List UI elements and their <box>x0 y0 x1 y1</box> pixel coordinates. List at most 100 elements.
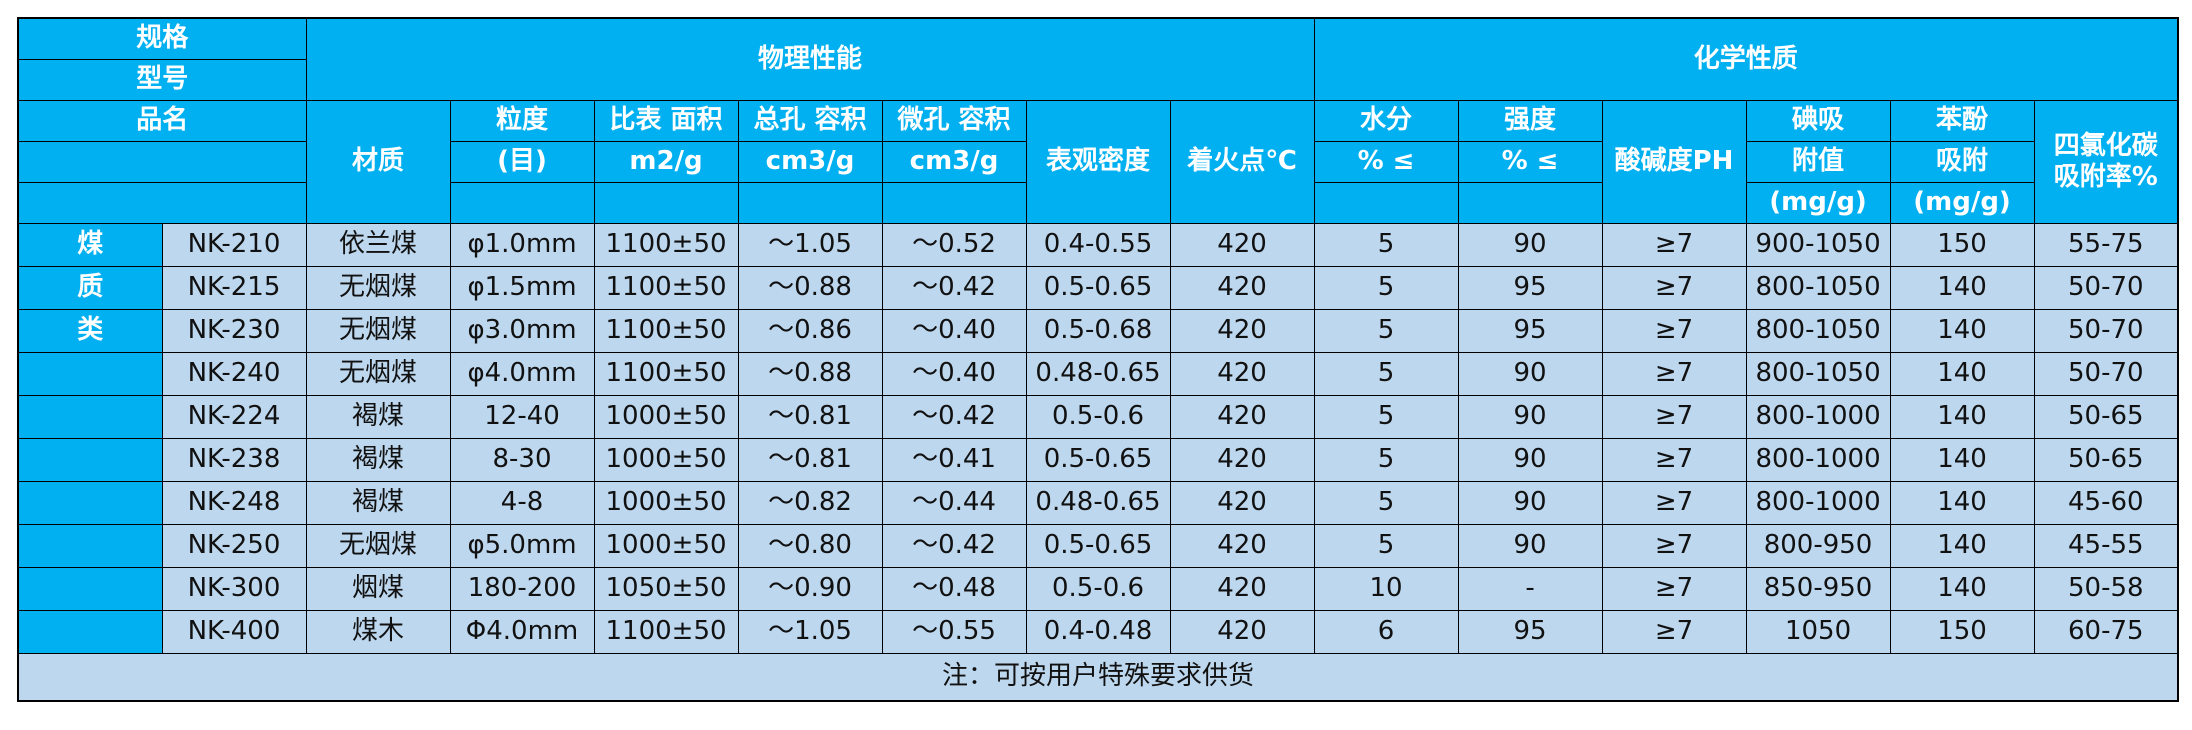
data-cell: 140 <box>1889 438 2035 482</box>
header-cell <box>17 182 307 224</box>
data-cell: 50-65 <box>2033 395 2179 439</box>
data-row: NK-224 褐煤 12-40 1000±50 ～0.81 ～0.42 0.5-0.6 420… <box>17 395 2179 439</box>
data-row: NK-250 无烟煤 φ5.0mm 1000±50 ～0.80 ～0.42 0.5-0.65… <box>17 524 2179 568</box>
header-cell: 比表 面积 <box>593 100 739 142</box>
header-cell: % ≤ <box>1313 141 1459 183</box>
data-cell: NK-215 <box>161 266 307 310</box>
header-row: 型号 <box>17 59 2178 101</box>
data-cell: 无烟煤 <box>305 352 451 396</box>
category-cell: 煤 <box>17 223 163 267</box>
data-cell: 无烟煤 <box>305 309 451 353</box>
data-cell: 90 <box>1457 438 1603 482</box>
data-cell: 90 <box>1457 395 1603 439</box>
data-cell: ～0.42 <box>881 395 1027 439</box>
data-cell: 8-30 <box>449 438 595 482</box>
data-cell: 6 <box>1313 610 1459 654</box>
data-cell: 1000±50 <box>593 524 739 568</box>
data-cell: 90 <box>1457 524 1603 568</box>
data-cell: ≥7 <box>1601 610 1747 654</box>
data-cell: 180-200 <box>449 567 595 611</box>
data-cell: φ3.0mm <box>449 309 595 353</box>
data-row: NK-238 褐煤 8-30 1000±50 ～0.81 ～0.41 0.5-0.65 420… <box>17 438 2179 482</box>
header-cell <box>17 141 307 183</box>
category-cell <box>17 567 163 611</box>
data-cell: ～0.81 <box>737 395 883 439</box>
data-row: NK-300 烟煤 180-200 1050±50 ～0.90 ～0.48 0.5-0.6 4… <box>17 567 2179 611</box>
data-cell: 5 <box>1313 352 1459 396</box>
data-cell: 95 <box>1457 309 1603 353</box>
data-cell: 1100±50 <box>593 352 739 396</box>
data-row: 煤 NK-210 依兰煤 φ1.0mm 1100±50 ～1.05 ～0.52 0.4-0.5… <box>17 223 2179 267</box>
data-cell: 900-1050 <box>1745 223 1891 267</box>
header-cell <box>1313 182 1459 224</box>
category-cell <box>17 610 163 654</box>
data-cell: φ1.5mm <box>449 266 595 310</box>
data-cell: 140 <box>1889 567 2035 611</box>
header-cell: 苯酚 <box>1889 100 2035 142</box>
data-cell: 55-75 <box>2033 223 2179 267</box>
data-row: NK-248 褐煤 4-8 1000±50 ～0.82 ～0.44 0.48-0.65 420… <box>17 481 2179 525</box>
header-cell: 强度 <box>1457 100 1603 142</box>
data-cell: 50-58 <box>2033 567 2179 611</box>
data-cell: 50-70 <box>2033 352 2179 396</box>
data-cell: φ4.0mm <box>449 352 595 396</box>
data-cell: 50-65 <box>2033 438 2179 482</box>
data-cell: 依兰煤 <box>305 223 451 267</box>
data-cell: NK-240 <box>161 352 307 396</box>
header-cell: (目) <box>449 141 595 183</box>
data-cell: 800-1050 <box>1745 266 1891 310</box>
header-cell: 着火点℃ <box>1169 100 1315 224</box>
data-cell: 140 <box>1889 352 2035 396</box>
footer-row: 注：可按用户特殊要求供货 <box>17 653 2179 702</box>
data-cell: 850-950 <box>1745 567 1891 611</box>
data-cell: ～0.41 <box>881 438 1027 482</box>
data-cell: Φ4.0mm <box>449 610 595 654</box>
data-cell: 420 <box>1169 223 1315 267</box>
data-cell: 0.48-0.65 <box>1025 352 1171 396</box>
table-body: 规格 物理性能 化学性质 型号 品名 材质 粒度 比表 面积 总孔 容积 微孔 … <box>17 17 2179 702</box>
data-cell: 95 <box>1457 610 1603 654</box>
data-cell: ～0.88 <box>737 266 883 310</box>
data-cell: 12-40 <box>449 395 595 439</box>
category-cell <box>17 438 163 482</box>
data-cell: φ5.0mm <box>449 524 595 568</box>
data-cell: 800-1000 <box>1745 481 1891 525</box>
data-cell: 1000±50 <box>593 395 739 439</box>
data-cell: 420 <box>1169 352 1315 396</box>
header-row: 品名 材质 粒度 比表 面积 总孔 容积 微孔 容积 表观密度 着火点℃ 水分 … <box>17 100 2179 224</box>
data-cell: 0.4-0.55 <box>1025 223 1171 267</box>
data-cell: 90 <box>1457 223 1603 267</box>
data-cell: 0.5-0.65 <box>1025 524 1171 568</box>
header-cell: 表观密度 <box>1025 100 1171 224</box>
header-cell <box>737 182 883 224</box>
header-line: 四氯化碳 <box>2053 130 2158 161</box>
header-cell: 粒度 <box>449 100 595 142</box>
header-cell: 吸附 <box>1889 141 2035 183</box>
data-cell: 150 <box>1889 610 2035 654</box>
category-cell: 质 <box>17 266 163 310</box>
data-cell: NK-250 <box>161 524 307 568</box>
data-cell: 4-8 <box>449 481 595 525</box>
data-cell: 420 <box>1169 567 1315 611</box>
data-cell: ≥7 <box>1601 438 1747 482</box>
data-cell: 140 <box>1889 524 2035 568</box>
header-cell: 品名 <box>17 100 307 142</box>
data-cell: ～1.05 <box>737 223 883 267</box>
data-row: 质 NK-215 无烟煤 φ1.5mm 1100±50 ～0.88 ～0.42 0.5-0.6… <box>17 266 2179 310</box>
data-cell: 60-75 <box>2033 610 2179 654</box>
header-cell: m2/g <box>593 141 739 183</box>
data-cell: ～0.88 <box>737 352 883 396</box>
data-row: 类 NK-230 无烟煤 φ3.0mm 1100±50 ～0.86 ～0.40 0.5-0.6… <box>17 309 2179 353</box>
category-cell <box>17 352 163 396</box>
data-cell: ～0.52 <box>881 223 1027 267</box>
data-cell: ≥7 <box>1601 395 1747 439</box>
category-cell <box>17 524 163 568</box>
data-cell: ～0.55 <box>881 610 1027 654</box>
data-cell: 无烟煤 <box>305 524 451 568</box>
footer-note: 注：可按用户特殊要求供货 <box>17 653 2179 702</box>
data-cell: NK-248 <box>161 481 307 525</box>
data-cell: ≥7 <box>1601 309 1747 353</box>
header-cell: 微孔 容积 <box>881 100 1027 142</box>
header-cell: (mg/g) <box>1889 182 2035 224</box>
header-row: (mg/g) (mg/g) <box>17 182 2178 224</box>
